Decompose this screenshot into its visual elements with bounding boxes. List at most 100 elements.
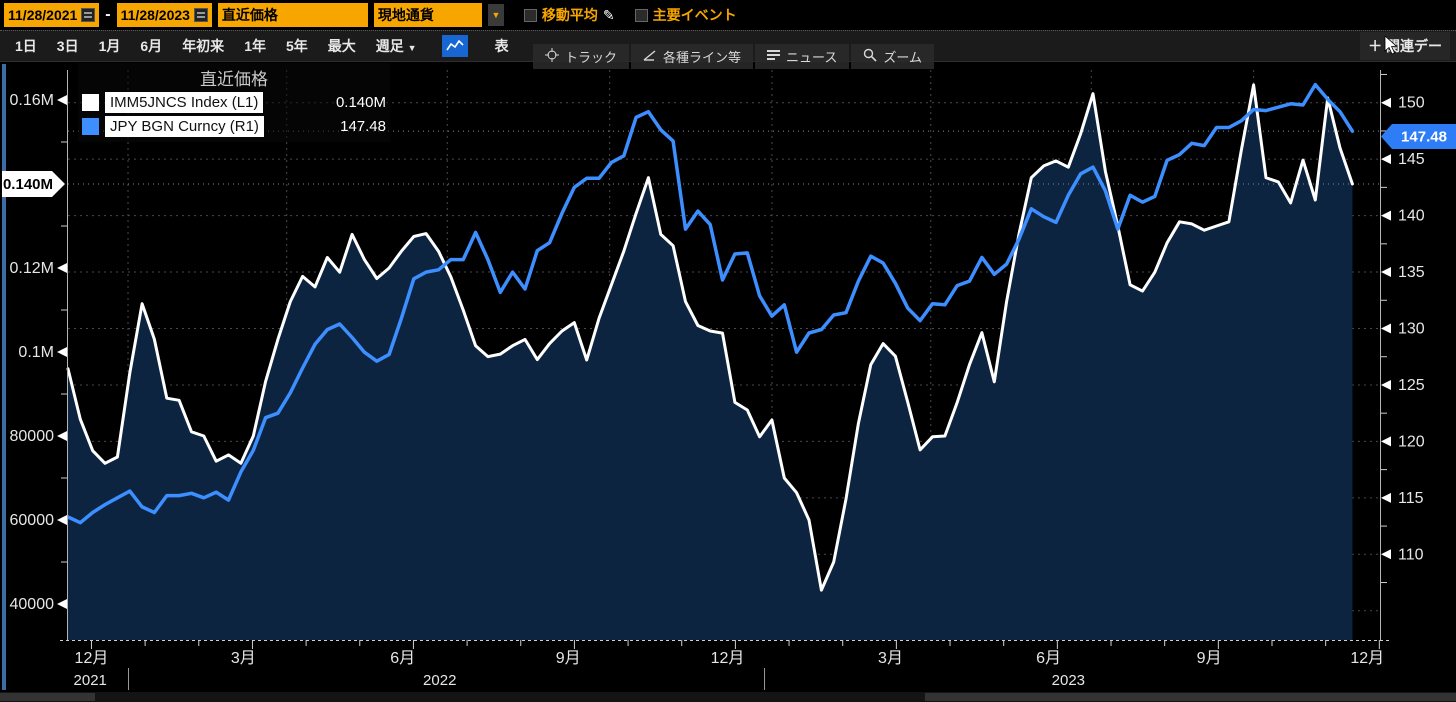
left-axis-label: 0.1M — [18, 344, 54, 361]
frequency-dropdown[interactable]: 週足 ▼ — [367, 32, 426, 60]
chart-tool-label: 各種ライン等 — [663, 50, 742, 65]
right-axis-label: 125 — [1398, 377, 1425, 394]
chart-tool-label: トラック — [565, 50, 618, 65]
key-events-checkbox[interactable] — [634, 8, 648, 22]
price-mode-field[interactable]: 直近価格 — [217, 3, 368, 27]
right-axis-label: 120 — [1398, 433, 1425, 450]
price-mode-value: 直近価格 — [221, 7, 278, 23]
x-axis-year-label: 2023 — [1052, 672, 1085, 689]
related-data-button[interactable]: ＋ 関連デー — [1360, 32, 1450, 60]
left-axis-tick — [57, 599, 67, 609]
chart-tool-label: ズーム — [883, 50, 923, 65]
x-axis-year-label: 2022 — [423, 672, 456, 689]
left-axis-label: 40000 — [10, 596, 55, 613]
range-button[interactable]: 5年 — [285, 38, 308, 54]
range-button[interactable]: 1年 — [244, 38, 266, 54]
moving-average-checkbox[interactable] — [523, 8, 537, 22]
x-axis-year-label: 2021 — [74, 672, 107, 689]
legend-series-value: 0.140M — [335, 94, 386, 111]
date-range-separator: - — [105, 6, 111, 23]
date-from-value: 11/28/2021 — [8, 7, 78, 23]
left-axis-label: 80000 — [10, 428, 55, 445]
window-left-edge — [2, 64, 6, 690]
chart-tool-label: ニュース — [786, 50, 838, 65]
white-series-area — [68, 84, 1353, 640]
x-axis-month-label: 3月 — [231, 650, 256, 667]
x-axis-month-label: 12月 — [75, 650, 109, 667]
currency-mode-value: 現地通貨 — [377, 7, 434, 23]
legend-row-imm5jncs[interactable]: IMM5JNCS Index (L1) 0.140M — [82, 92, 386, 113]
key-events-label: 主要イベント — [652, 7, 737, 23]
news-icon — [767, 49, 781, 64]
right-axis-tick — [1381, 210, 1391, 221]
crosshair-icon — [545, 48, 559, 65]
range-button[interactable]: 1月 — [98, 38, 121, 54]
legend-series-value: 147.48 — [340, 118, 386, 135]
legend-row-jpy-bgn[interactable]: JPY BGN Curncy (R1) 147.48 — [82, 116, 386, 137]
pencil-icon[interactable]: ✎ — [602, 6, 615, 23]
x-axis-month-label: 12月 — [1350, 650, 1384, 667]
frequency-label: 週足 — [375, 38, 404, 54]
right-axis-label: 150 — [1398, 95, 1425, 112]
range-button[interactable]: 3日 — [56, 38, 79, 54]
scrollbar-thumb[interactable] — [0, 693, 95, 701]
calendar-icon[interactable] — [81, 8, 96, 22]
right-axis-label: 115 — [1398, 490, 1424, 507]
annotate-line-icon — [643, 49, 657, 64]
legend-title: 直近価格 — [200, 70, 268, 89]
moving-average-label: 移動平均 — [541, 7, 598, 23]
moving-average-toggle[interactable]: 移動平均 ✎ — [523, 5, 615, 25]
right-price-tag-value: 147.48 — [1401, 129, 1447, 146]
zoom-icon — [863, 48, 877, 65]
legend-series-name: JPY BGN Curncy (R1) — [105, 116, 264, 137]
x-axis-month-label: 12月 — [711, 650, 745, 667]
range-button[interactable]: 年初来 — [182, 38, 225, 54]
left-axis-label: 0.12M — [10, 260, 54, 277]
x-axis-month-label: 9月 — [1197, 650, 1222, 667]
left-price-tag-value: 0.140M — [3, 176, 53, 193]
currency-dropdown-arrow[interactable]: ▼ — [487, 4, 504, 26]
right-axis-label: 140 — [1398, 208, 1425, 225]
calendar-icon[interactable] — [193, 8, 208, 22]
right-axis-label: 130 — [1398, 321, 1425, 338]
white-series-line — [66, 83, 1354, 592]
mouse-cursor-icon — [1384, 36, 1398, 55]
right-axis-tick — [1381, 549, 1391, 560]
chart-tool-crosshair[interactable]: トラック — [533, 44, 630, 69]
date-from-field[interactable]: 11/28/2021 — [4, 3, 100, 27]
right-axis-tick — [1381, 97, 1391, 108]
left-axis-tick — [57, 515, 67, 525]
table-view-button[interactable]: 表 — [494, 38, 509, 54]
top-control-bar: 11/28/2021 - 11/28/2023 直近価格 現地通貨 ▼ 移動平均… — [0, 0, 1456, 30]
chart-tool-annotate-line[interactable]: 各種ライン等 — [631, 44, 754, 69]
date-to-field[interactable]: 11/28/2023 — [116, 3, 212, 27]
blue-series-line — [66, 82, 1355, 525]
chart-view-button[interactable] — [441, 35, 468, 57]
right-axis-tick — [1381, 323, 1391, 334]
scrollbar-thumb[interactable] — [925, 693, 1456, 701]
currency-mode-dropdown[interactable]: 現地通貨 — [373, 3, 482, 27]
white-series-swatch — [82, 94, 99, 111]
x-axis-month-label: 3月 — [878, 650, 903, 667]
left-price-tag — [2, 171, 65, 197]
x-axis-month-label: 6月 — [390, 650, 415, 667]
right-axis-label: 110 — [1398, 546, 1424, 563]
line-chart-icon — [445, 39, 464, 51]
chart-legend: 直近価格 IMM5JNCS Index (L1) 0.140M JPY BGN … — [78, 63, 390, 142]
key-events-toggle[interactable]: 主要イベント — [634, 5, 737, 25]
left-axis-label: 0.16M — [10, 92, 54, 109]
chevron-down-icon: ▼ — [407, 43, 417, 53]
range-button[interactable]: 6月 — [140, 38, 163, 54]
right-axis-tick — [1381, 492, 1391, 503]
chart-tool-zoom[interactable]: ズーム — [851, 44, 935, 69]
range-button[interactable]: 1日 — [15, 38, 37, 54]
right-axis-tick — [1381, 267, 1391, 278]
range-button[interactable]: 最大 — [327, 38, 356, 54]
left-axis-tick — [57, 347, 67, 357]
x-axis-month-label: 6月 — [1036, 650, 1061, 667]
right-axis-tick — [1381, 154, 1391, 165]
chart-tool-news[interactable]: ニュース — [755, 44, 850, 69]
horizontal-scrollbar[interactable] — [0, 692, 1456, 702]
